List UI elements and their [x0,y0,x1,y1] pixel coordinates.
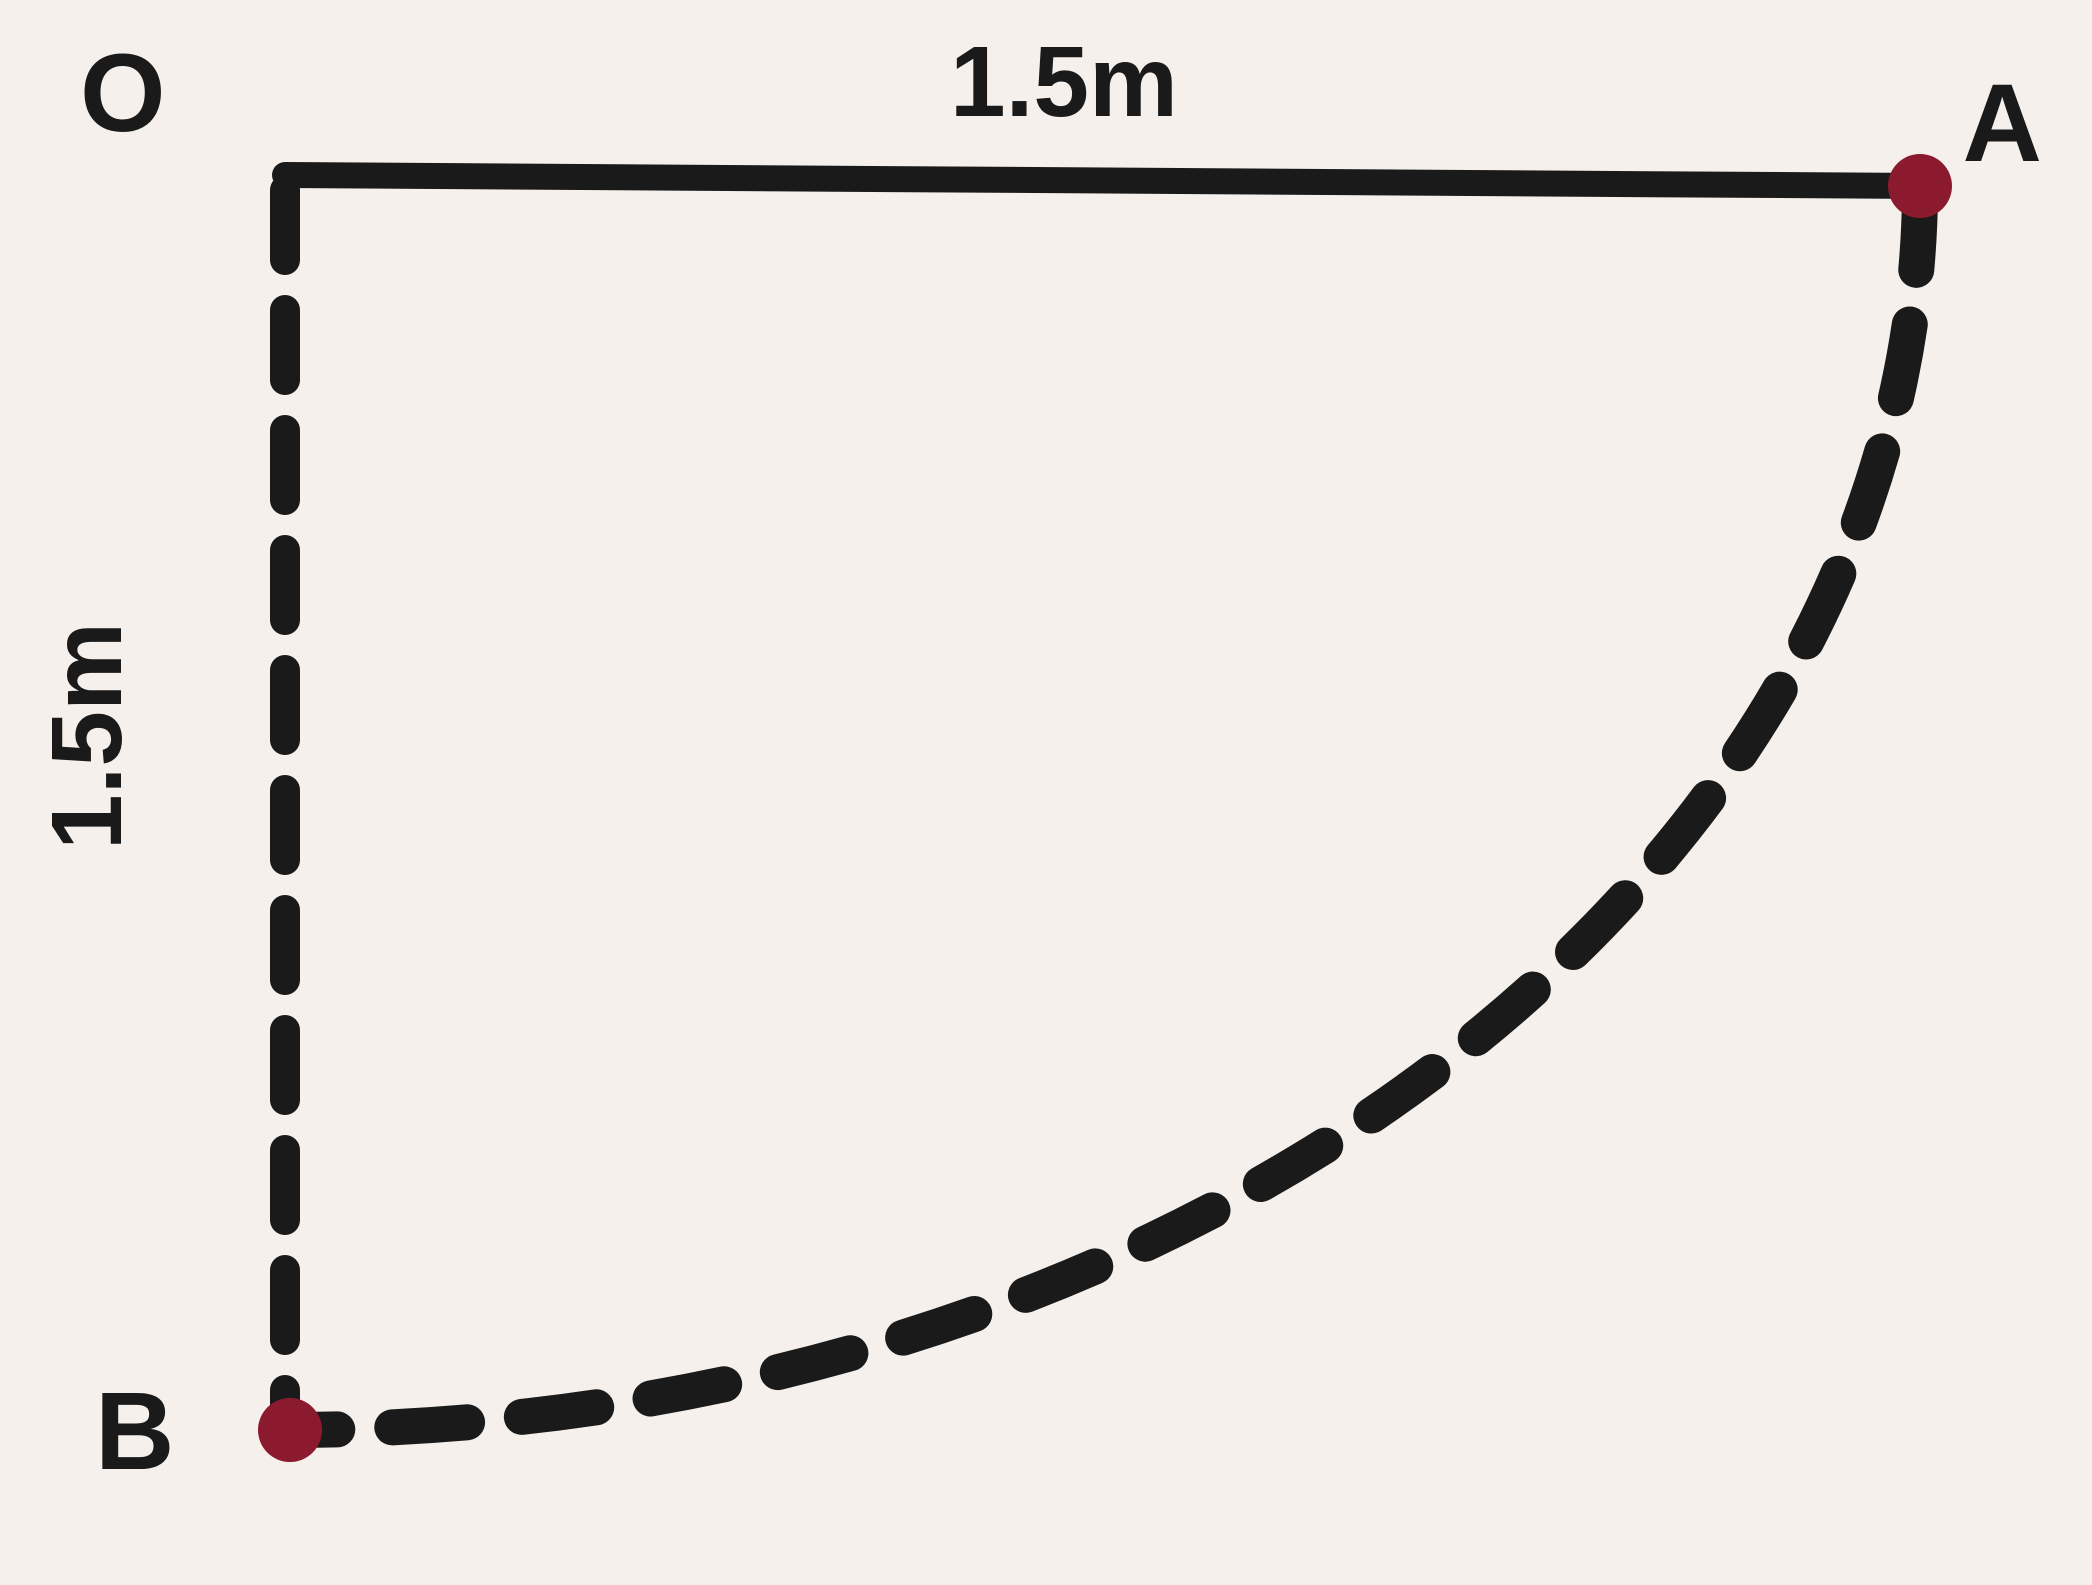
point-label-B: B [95,1368,174,1495]
arc-AB [295,195,1920,1430]
point-B-marker [258,1398,322,1462]
point-label-O: O [80,30,166,157]
point-label-A: A [1963,60,2042,187]
length-label-OA: 1.5m [950,25,1178,140]
diagram-canvas [0,0,2092,1585]
length-label-OB: 1.5m [30,622,145,850]
point-A-marker [1888,154,1952,218]
line-OA [285,175,1920,186]
